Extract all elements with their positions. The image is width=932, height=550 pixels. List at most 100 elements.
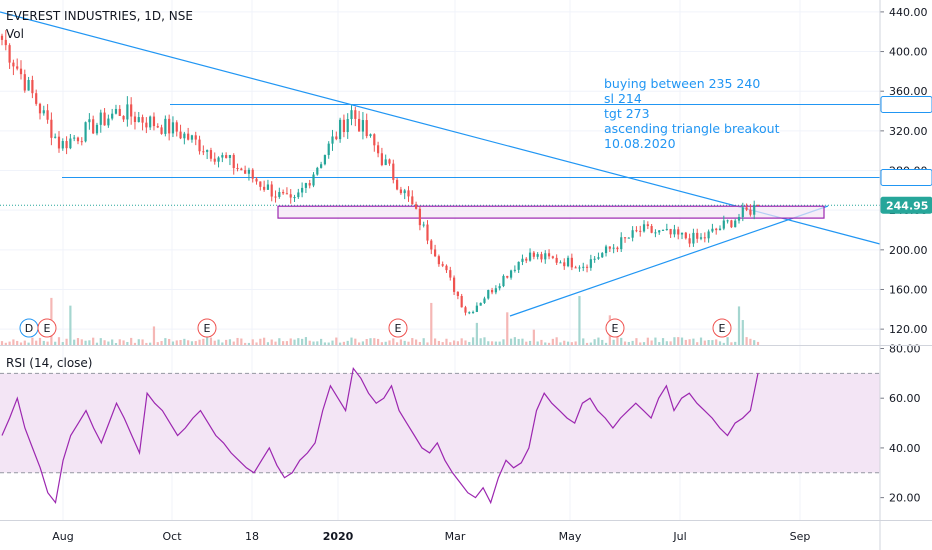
candle-body <box>692 232 695 244</box>
candle-body <box>601 253 604 258</box>
y-tick-label: 320.00 <box>889 125 928 138</box>
candle-body <box>346 119 349 133</box>
volume-bar <box>456 341 459 345</box>
volume-bar <box>190 341 194 345</box>
candle-body <box>99 112 102 125</box>
volume-bar <box>99 338 102 345</box>
candle-body <box>403 190 406 194</box>
volume-bar <box>145 342 148 345</box>
volume-bar <box>749 338 752 345</box>
candle-body <box>521 258 524 262</box>
volume-bar <box>399 339 402 345</box>
earnings-marker[interactable] <box>712 318 732 338</box>
candle-body <box>187 133 190 140</box>
candle-body <box>753 204 756 215</box>
candle-body <box>517 261 520 270</box>
x-tick-label: Aug <box>52 530 73 543</box>
earnings-marker[interactable] <box>605 318 625 338</box>
candle-body <box>498 286 501 289</box>
volume-bar <box>555 337 558 345</box>
volume-bar <box>369 338 372 345</box>
volume-bar <box>426 342 429 345</box>
volume-bar <box>483 337 486 345</box>
candle-body <box>566 257 570 267</box>
earnings-marker[interactable] <box>388 318 408 338</box>
volume-bar <box>509 338 513 345</box>
candle-body <box>620 237 623 250</box>
volume-bar <box>604 342 608 345</box>
volume-bar <box>589 342 592 345</box>
candle-body <box>365 120 368 137</box>
volume-bar <box>639 342 642 345</box>
note-line: 10.08.2020 <box>604 136 676 151</box>
candle-body <box>669 228 672 235</box>
volume-bar <box>441 342 444 345</box>
candle-body <box>114 108 118 114</box>
candle-body <box>593 258 596 260</box>
volume-bar <box>627 341 630 345</box>
candle-body <box>130 104 133 117</box>
volume-bar <box>498 341 501 345</box>
note-line: sl 214 <box>604 91 642 106</box>
candle-body <box>323 155 327 165</box>
x-tick-label: Sep <box>790 530 811 543</box>
volume-bar <box>582 338 585 345</box>
candle-body <box>703 237 706 239</box>
volume-bar <box>468 341 471 345</box>
earnings-marker[interactable] <box>197 318 217 338</box>
volume-bar <box>320 338 323 345</box>
note-line: tgt 273 <box>604 106 650 121</box>
candle-body <box>327 143 330 156</box>
volume-bar <box>111 339 114 345</box>
note-line: ascending triangle breakout <box>604 121 780 136</box>
volume-bar <box>365 339 368 345</box>
candle-body <box>756 204 760 206</box>
candle-body <box>749 209 752 215</box>
volume-bar <box>475 322 478 345</box>
candle-body <box>84 122 87 142</box>
price-tag <box>880 96 932 114</box>
candle-body <box>4 39 7 46</box>
candle-body <box>570 257 573 268</box>
earnings-marker[interactable] <box>37 318 57 338</box>
candle-body <box>35 93 38 104</box>
candle-body <box>414 204 418 209</box>
volume-bar <box>92 337 95 345</box>
volume-bar <box>266 342 270 345</box>
volume-bar <box>566 341 570 345</box>
x-tick-label: 18 <box>245 530 259 543</box>
candle-body <box>168 118 171 134</box>
candle-body <box>244 170 247 174</box>
candle-body <box>585 266 589 268</box>
volume-bar <box>703 340 706 345</box>
volume-bar <box>737 306 741 345</box>
volume-bar <box>263 337 266 345</box>
candle-body <box>118 108 121 116</box>
candle-body <box>38 103 42 114</box>
candle-body <box>335 136 338 140</box>
candle-body <box>194 135 197 140</box>
volume-bar <box>547 342 551 345</box>
volume-bar <box>285 341 289 345</box>
candle-body <box>665 228 668 230</box>
candle-body <box>722 220 725 229</box>
candle-body <box>627 237 630 239</box>
symbol-title: EVEREST INDUSTRIES, 1D, NSE <box>6 9 193 23</box>
volume-bar <box>327 342 330 345</box>
candle-body <box>623 237 627 239</box>
volume-bar <box>570 342 573 345</box>
price-tag-label: 244.95 <box>886 199 928 212</box>
candle-body <box>525 258 528 261</box>
candle-body <box>631 230 634 238</box>
volume-bar <box>42 340 45 345</box>
candle-body <box>297 192 300 198</box>
candle-body <box>316 167 319 175</box>
candle-body <box>377 145 380 154</box>
candle-body <box>468 312 471 314</box>
candle-body <box>80 141 83 143</box>
candle-body <box>684 232 687 239</box>
candle-body <box>8 45 11 63</box>
candle-body <box>46 110 49 120</box>
